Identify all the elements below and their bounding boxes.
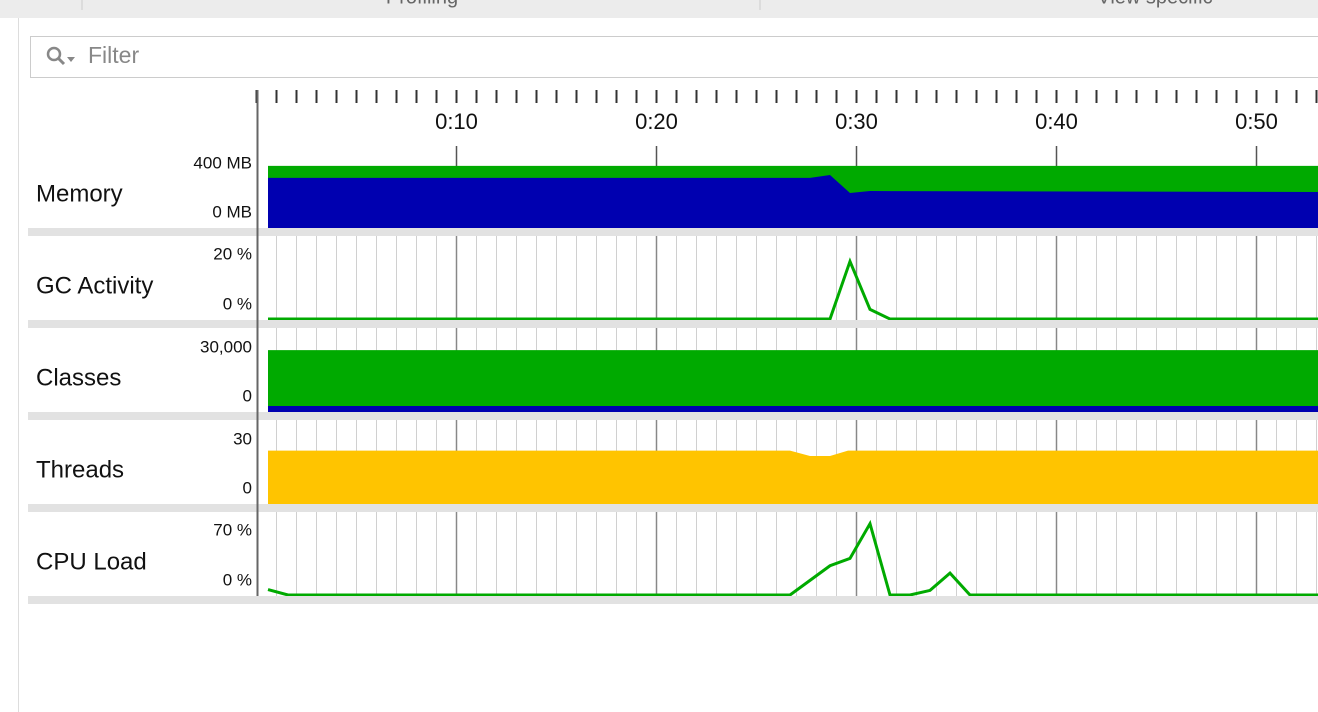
panel-label: Classes [36, 364, 121, 391]
filter-placeholder[interactable]: Filter [88, 42, 139, 68]
time-label: 0:20 [635, 109, 678, 134]
y-tick-label: 0 MB [212, 202, 252, 221]
y-tick-label: 0 % [223, 570, 252, 589]
panel-separator [28, 228, 1318, 236]
panel-label: Memory [36, 180, 123, 207]
line [268, 257, 1318, 321]
line [267, 519, 1318, 597]
y-tick-label: 400 MB [193, 153, 252, 172]
area [268, 350, 1318, 412]
panel-separator [28, 320, 1318, 328]
search-icon[interactable] [46, 46, 75, 66]
y-tick-label: 20 % [213, 244, 252, 263]
tab[interactable]: Profiling [386, 0, 458, 8]
panel-separator [28, 596, 1318, 604]
y-tick-label: 70 % [213, 520, 252, 539]
tab[interactable]: View specific [1097, 0, 1212, 8]
time-label: 0:30 [835, 109, 878, 134]
y-tick-label: 30 [233, 429, 252, 448]
y-tick-label: 0 [243, 386, 252, 405]
tab-bar [0, 0, 1318, 18]
time-label: 0:10 [435, 109, 478, 134]
area [268, 450, 1318, 504]
time-label: 0:50 [1235, 109, 1278, 134]
panel-label: CPU Load [36, 548, 147, 575]
panel-label: GC Activity [36, 272, 153, 299]
y-tick-label: 30,000 [200, 337, 252, 356]
area [268, 406, 1318, 412]
panel-label: Threads [36, 456, 124, 483]
filter-box[interactable] [30, 36, 1318, 78]
panel-separator [28, 504, 1318, 512]
y-tick-label: 0 % [223, 294, 252, 313]
area [268, 175, 1318, 228]
time-label: 0:40 [1035, 109, 1078, 134]
y-tick-label: 0 [243, 478, 252, 497]
panel-separator [28, 412, 1318, 420]
